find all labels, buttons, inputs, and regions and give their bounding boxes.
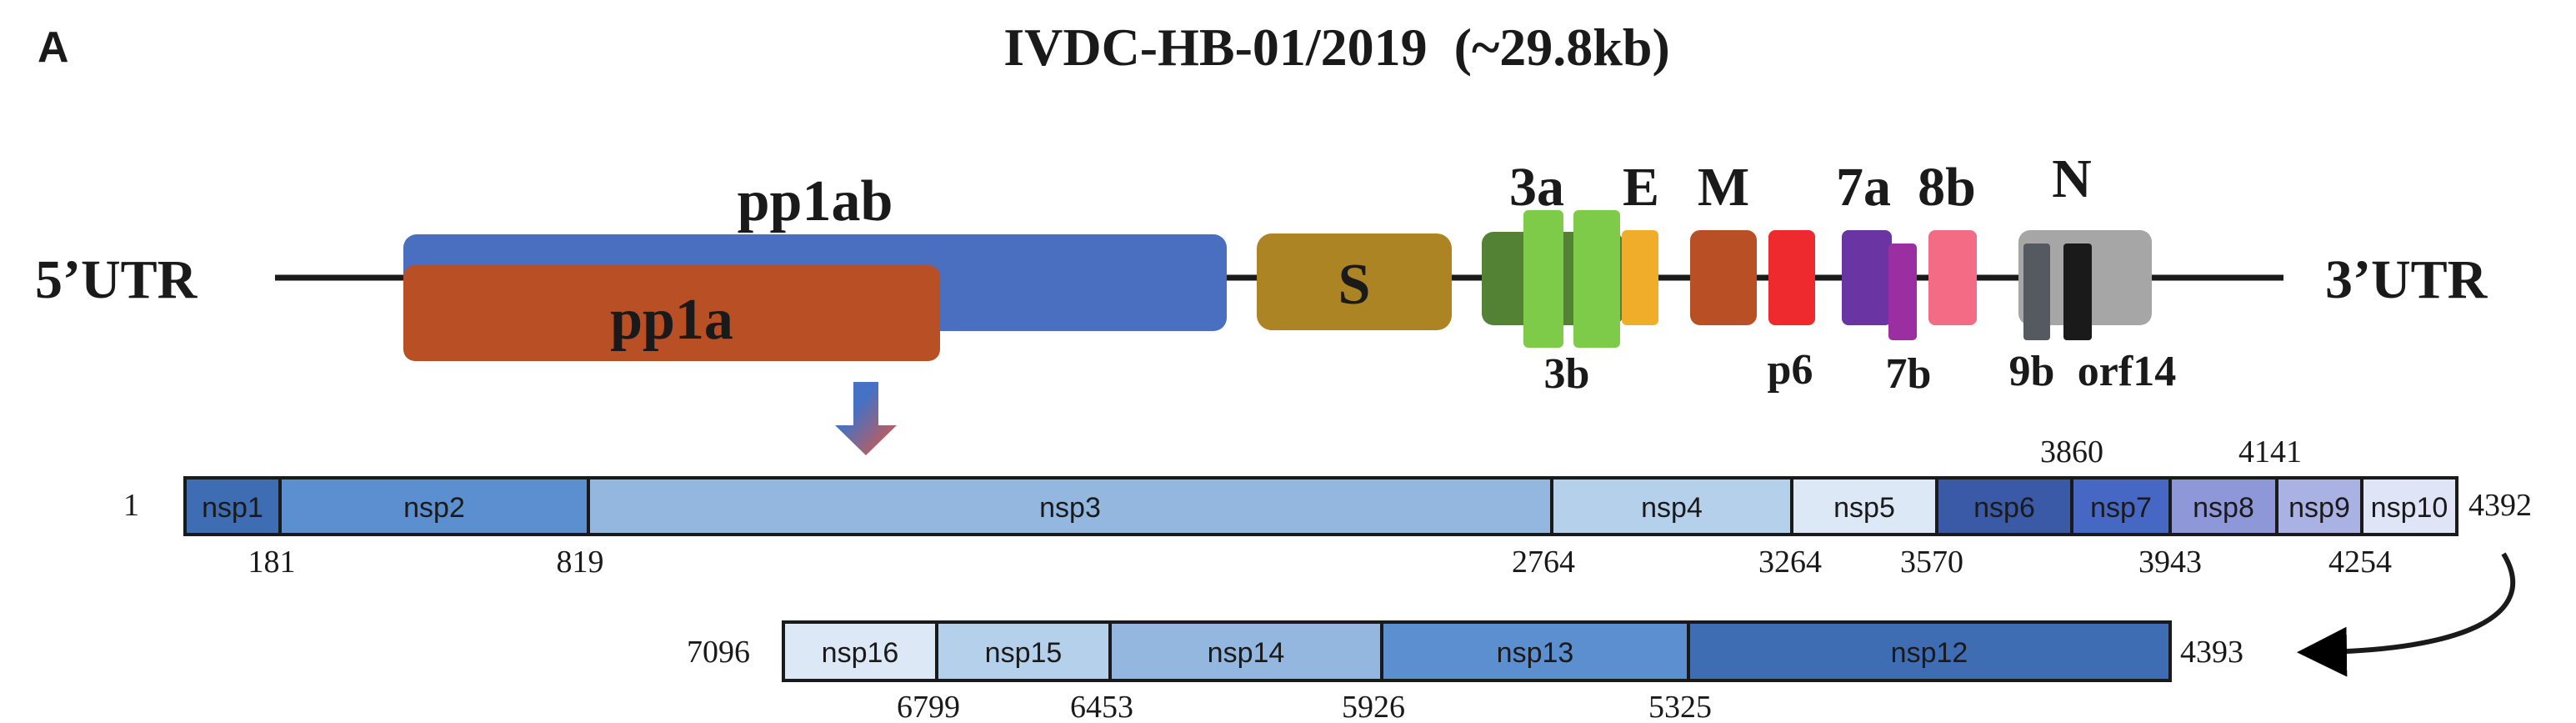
gene-e-label: E — [1623, 157, 1659, 218]
row1-pos: 181 — [248, 545, 296, 580]
nsp4-label: nsp4 — [1641, 492, 1703, 524]
row2-start-label: 7096 — [687, 635, 750, 670]
nsp16-segment — [782, 620, 938, 682]
nsp1-label: nsp1 — [202, 492, 263, 524]
nsp12-segment — [1687, 620, 2172, 682]
nsp6-label: nsp6 — [1973, 492, 2035, 524]
nsp2-label: nsp2 — [403, 492, 465, 524]
row1-pos: 3570 — [1900, 545, 1963, 580]
row2-pos: 6453 — [1070, 690, 1133, 723]
gene-pp1a-label: pp1a — [610, 288, 733, 352]
nsp7-label: nsp7 — [2090, 492, 2152, 524]
gene-s-label: S — [1338, 253, 1371, 317]
gene-n-label: N — [2052, 148, 2092, 209]
gene-pp1ab-label: pp1ab — [738, 169, 893, 233]
row1-pos: 4254 — [2328, 545, 2392, 580]
nsp14-label: nsp14 — [1208, 637, 1285, 669]
gene-s-box — [1257, 233, 1452, 330]
row1-start-label: 1 — [123, 488, 139, 523]
gene-3b-box-right — [1573, 210, 1620, 348]
row2-pos: 5926 — [1342, 690, 1405, 723]
gene-8b-label: 8b — [1918, 157, 1976, 218]
row2-pos: 5325 — [1648, 690, 1712, 723]
nsp12-label: nsp12 — [1891, 637, 1968, 669]
gene-9b-box — [2023, 244, 2050, 340]
gene-7a-box — [1842, 230, 1892, 325]
gene-7b-box — [1888, 244, 1917, 340]
gene-orf14-box — [2063, 244, 2092, 340]
nsp10-segment — [2360, 476, 2458, 536]
nsp2-segment — [278, 476, 590, 536]
gene-p6-label: p6 — [1768, 346, 1813, 394]
row1-pos: 2764 — [1512, 545, 1575, 580]
nsp15-segment — [935, 620, 1112, 682]
row1-pos-above: 3860 — [2040, 434, 2103, 469]
nsp8-label: nsp8 — [2193, 492, 2254, 524]
nsp4-segment — [1550, 476, 1793, 536]
gene-e-box — [1622, 230, 1658, 325]
nsp-row1-bar: nsp1 nsp2 nsp3 nsp4 nsp5 nsp6 nsp7 nsp8 … — [183, 476, 2458, 536]
figure-title: IVDC-HB-01/2019 (~29.8kb) — [1003, 18, 1670, 77]
nsp5-label: nsp5 — [1833, 492, 1895, 524]
gene-7a-label: 7a — [1836, 157, 1891, 218]
nsp15-label: nsp15 — [985, 637, 1063, 669]
gene-3a-label: 3a — [1509, 157, 1564, 218]
nsp6-segment — [1935, 476, 2073, 536]
nsp16-label: nsp16 — [822, 637, 899, 669]
nsp3-label: nsp3 — [1039, 492, 1101, 524]
nsp13-label: nsp13 — [1497, 637, 1574, 669]
expand-arrow-icon — [835, 382, 897, 455]
nsp-row2-bar: nsp16 nsp15 nsp14 nsp13 nsp12 — [782, 620, 2172, 682]
gene-3b-box-left — [1523, 210, 1563, 348]
gene-m-label: M — [1698, 157, 1749, 218]
gene-8b-box — [1928, 230, 1977, 325]
row2-pos: 6799 — [897, 690, 960, 723]
row2-end-label: 4393 — [2180, 635, 2243, 670]
row1-end-label: 4392 — [2468, 488, 2532, 523]
row1-pos-above: 4141 — [2238, 434, 2302, 469]
gene-pp1a-box — [403, 265, 940, 361]
wrap-arrow — [2297, 552, 2516, 677]
gene-3b-label: 3b — [1544, 350, 1590, 398]
nsp14-segment — [1108, 620, 1383, 682]
utr3-label: 3’UTR — [2325, 249, 2488, 310]
utr5-label: 5’UTR — [35, 249, 198, 310]
gene-orf14-label: orf14 — [2078, 348, 2176, 395]
gene-9b-label: 9b — [2009, 348, 2055, 395]
panel-label: A — [38, 23, 69, 72]
nsp9-label: nsp9 — [2288, 492, 2350, 524]
gene-7b-label: 7b — [1886, 350, 1932, 398]
row1-pos: 819 — [557, 545, 604, 580]
row1-pos: 3264 — [1758, 545, 1822, 580]
gene-m-box — [1690, 230, 1757, 325]
nsp10-label: nsp10 — [2371, 492, 2448, 524]
row1-pos: 3943 — [2138, 545, 2202, 580]
gene-p6-box — [1768, 230, 1815, 325]
